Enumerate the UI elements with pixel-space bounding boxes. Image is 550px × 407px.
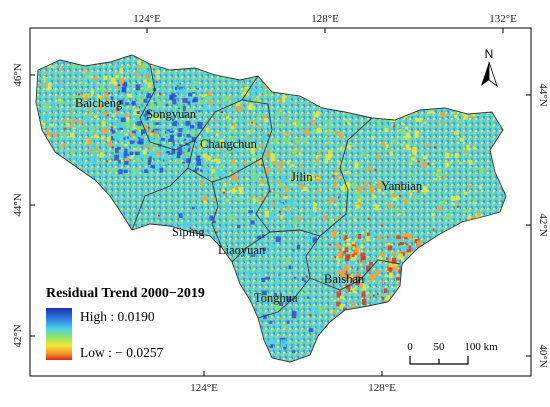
region-label-songyuan: Songyuan	[146, 107, 197, 121]
region-label-tonghua: Tonghua	[254, 291, 298, 305]
region-labels: Baicheng Songyuan Changchun Jilin Yanbia…	[75, 96, 423, 305]
north-label: N	[485, 47, 494, 61]
raster-patches	[40, 60, 485, 362]
legend: Residual Trend 2000−2019 High : 0.0190 L…	[46, 286, 205, 360]
tick-left-46n: 46°N	[12, 63, 24, 86]
scale-label-100km: 100 km	[464, 341, 498, 353]
tick-top-128e: 128°E	[311, 13, 339, 25]
legend-title: Residual Trend 2000−2019	[46, 286, 205, 301]
tick-right-42n: 42°N	[537, 213, 549, 236]
tick-left-44n: 44°N	[12, 193, 24, 216]
region-label-yanbian: Yanbian	[381, 179, 423, 193]
region-label-jilin: Jilin	[291, 170, 313, 184]
tick-right-44n: 44°N	[537, 83, 549, 106]
north-arrow-icon: N	[481, 47, 498, 88]
scale-label-0: 0	[407, 341, 413, 353]
legend-color-ramp	[46, 308, 72, 360]
tick-bottom-124e: 124°E	[190, 382, 218, 394]
tick-right-40n: 40°N	[537, 344, 549, 367]
prefecture-boundaries	[35, 54, 507, 363]
legend-low-label: Low : − 0.0257	[80, 345, 164, 360]
tick-top-124e: 124°E	[133, 13, 161, 25]
region-label-changchun: Changchun	[200, 137, 258, 151]
scale-label-50: 50	[434, 341, 446, 353]
region-label-baicheng: Baicheng	[75, 96, 123, 110]
scale-bar: 0 50 100 km	[407, 341, 498, 365]
region-label-baishan: Baishan	[324, 272, 365, 286]
graticule	[30, 28, 531, 376]
tick-top-132e: 132°E	[489, 13, 517, 25]
tick-bottom-128e: 128°E	[368, 382, 396, 394]
tick-left-42n: 42°N	[12, 324, 24, 347]
region-label-liaoyuan: Liaoyuan	[218, 243, 266, 257]
legend-high-label: High : 0.0190	[80, 309, 155, 324]
region-label-siping: Siping	[172, 225, 205, 239]
